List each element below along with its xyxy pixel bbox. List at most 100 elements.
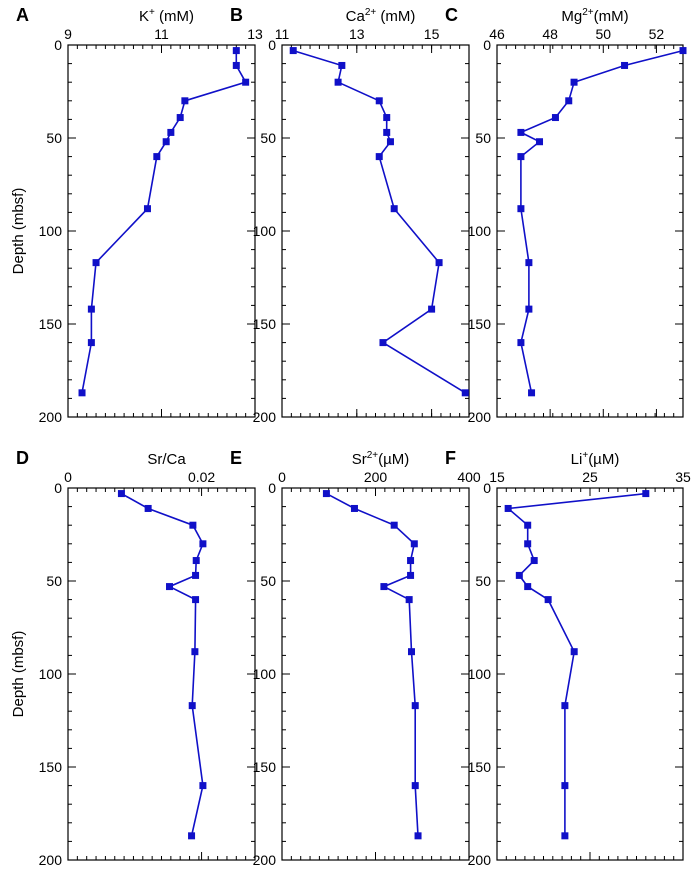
panel-b-x-tick-label: 15 — [424, 26, 440, 42]
panel-f-x-tick-label: 15 — [489, 469, 505, 485]
panel-e-data-point — [414, 832, 422, 840]
panel-e-letter: E — [230, 448, 242, 468]
panel-b-data-point — [461, 389, 469, 397]
panel-e-data-point — [405, 596, 413, 604]
panel-b-x-tick-label: 13 — [349, 26, 365, 42]
panel-f-data-point — [570, 648, 578, 656]
panel-e-x-tick-label: 400 — [457, 469, 481, 485]
panel-f-data-point — [544, 596, 552, 604]
panel-e-x-tick-label: 200 — [364, 469, 388, 485]
panel-d-data-point — [191, 648, 199, 656]
panel-b-x-tick-label: 11 — [275, 26, 290, 42]
panel-d-title: Sr/Ca — [147, 451, 186, 468]
panel-a-x-tick-label: 13 — [247, 26, 263, 42]
panel-b-title: Ca2+ (mM) — [346, 7, 416, 25]
panel-a-data-point — [162, 138, 170, 146]
panel-a-data-point — [181, 97, 189, 105]
panel-c-data-point — [536, 138, 544, 146]
panel-a-x-tick-label: 9 — [64, 26, 72, 42]
panel-d-data-point — [188, 702, 196, 710]
panel-d-data-point — [192, 596, 200, 604]
panel-e-y-tick-label: 200 — [253, 852, 277, 868]
panel-d-data-point — [188, 832, 196, 840]
panel-c-y-tick-label: 0 — [483, 37, 491, 53]
panel-d-data-point — [199, 540, 207, 548]
panel-a-data-point — [232, 47, 240, 55]
panel-c-data-point — [570, 78, 578, 86]
panel-b-data-point — [334, 78, 342, 86]
panel-a-data-point — [92, 259, 100, 267]
panel-d-y-tick-label: 100 — [39, 666, 63, 682]
panel-e-data-point — [410, 540, 418, 548]
panel-a-data-point — [176, 114, 184, 122]
panel-c-data-point — [621, 61, 629, 69]
panel-b-data-point — [379, 339, 387, 347]
panel-c-data-point — [525, 259, 533, 267]
panel-c-data-point — [528, 389, 536, 397]
panel-e-data-point — [411, 782, 419, 790]
panel-c-data-point — [517, 339, 525, 347]
panel-c-data-point — [551, 114, 559, 122]
panel-a-data-point — [153, 153, 161, 161]
panel-a-y-tick-label: 200 — [39, 409, 63, 425]
panel-d-data-point — [166, 583, 174, 591]
panel-a-letter: A — [16, 5, 29, 25]
panel-e-y-tick-label: 0 — [268, 480, 276, 496]
panel-a-data-point — [87, 305, 95, 313]
panel-e-plot-frame — [281, 487, 470, 861]
panel-e-y-tick-label: 50 — [260, 573, 276, 589]
panel-c-data-point — [517, 128, 525, 136]
panel-c-data-point — [517, 205, 525, 213]
panel-c-data-point — [565, 97, 573, 105]
panel-d-y-tick-label: 150 — [39, 759, 63, 775]
panel-e-series-line — [326, 492, 419, 836]
panel-c-data-point — [679, 47, 687, 55]
panel-d-series-line — [121, 492, 204, 836]
panel-b-data-point — [383, 128, 391, 136]
panel-f-x-tick-label: 35 — [675, 469, 691, 485]
panel-a-data-point — [143, 205, 151, 213]
panel-f-letter: F — [445, 448, 456, 468]
panel-c-title: Mg2+(mM) — [561, 7, 628, 25]
panel-d-letter: D — [16, 448, 29, 468]
panel-d-y-tick-label: 0 — [54, 480, 62, 496]
panel-f-x-tick-label: 25 — [582, 469, 598, 485]
panel-f-data-point — [642, 490, 650, 498]
panel-c-y-tick-label: 150 — [468, 316, 492, 332]
panel-b-data-point — [383, 114, 391, 122]
panel-e-data-point — [322, 490, 330, 498]
panel-c-x-tick-label: 52 — [649, 26, 665, 42]
panel-c-y-tick-label: 50 — [475, 130, 491, 146]
panel-d-data-point — [144, 504, 152, 512]
panel-f-y-tick-label: 50 — [475, 573, 491, 589]
panel-d-x-tick-label: 0.02 — [188, 469, 215, 485]
panel-b-data-point — [375, 153, 383, 161]
panel-f-y-tick-label: 200 — [468, 852, 492, 868]
panel-f-data-point — [524, 583, 532, 591]
panel-a-series-line — [81, 50, 247, 393]
panel-a-title: K+ (mM) — [139, 7, 194, 25]
panel-d-data-point — [189, 521, 197, 529]
panel-f-data-point — [561, 782, 569, 790]
panel-a-data-point — [87, 339, 95, 347]
panel-f-y-tick-label: 150 — [468, 759, 492, 775]
panel-f-y-tick-label: 100 — [468, 666, 492, 682]
panel-f-data-point — [530, 557, 538, 565]
panel-d-data-point — [192, 557, 200, 565]
panel-d-data-point — [199, 782, 207, 790]
panel-c-x-tick-label: 50 — [595, 26, 611, 42]
panel-d-y-axis-label: Depth (mbsf) — [10, 631, 27, 718]
panel-b-data-point — [289, 47, 297, 55]
panel-b-y-tick-label: 50 — [260, 130, 276, 146]
panel-a-data-point — [78, 389, 86, 397]
panel-d-x-tick-label: 0 — [64, 469, 72, 485]
panel-c-series-line — [519, 49, 684, 393]
panel-e-x-tick-label: 0 — [278, 469, 286, 485]
panel-d-data-point — [192, 571, 200, 579]
panel-f-data-point — [561, 832, 569, 840]
panel-a-plot-frame — [67, 44, 256, 418]
panel-b-data-point — [386, 138, 394, 146]
panel-e-y-tick-label: 150 — [253, 759, 277, 775]
panel-f-y-tick-label: 0 — [483, 480, 491, 496]
